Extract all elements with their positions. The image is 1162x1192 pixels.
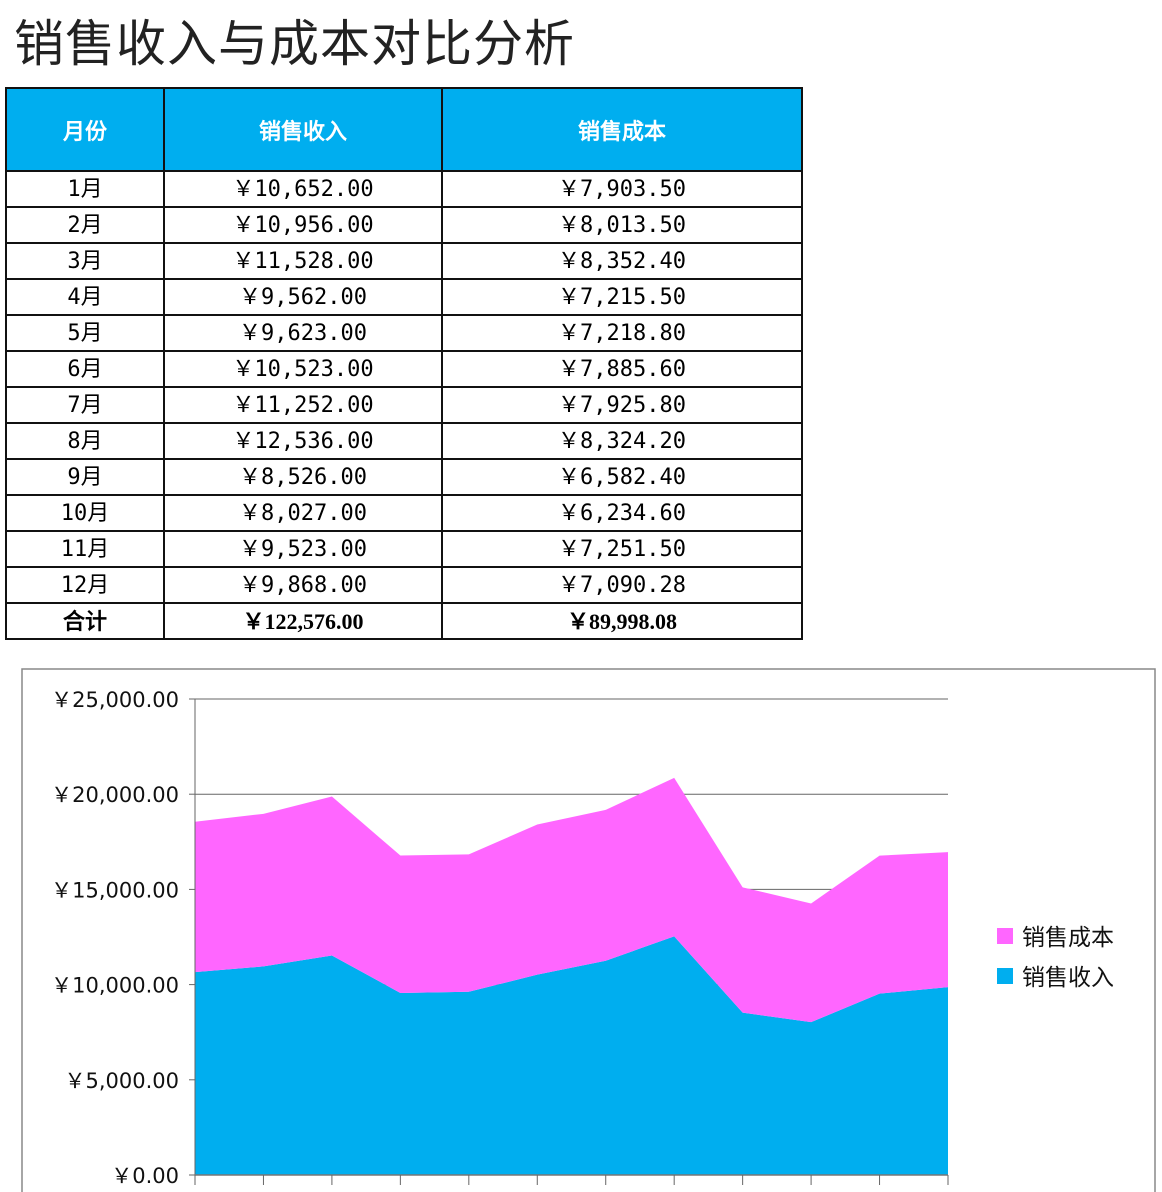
cell-cost: ￥8,352.40 (441, 242, 803, 280)
cell-cost: ￥8,324.20 (441, 422, 803, 460)
total-cost: ￥89,998.08 (441, 602, 803, 640)
cell-revenue: ￥10,652.00 (163, 170, 443, 208)
y-tick-label: ￥0.00 (111, 1164, 179, 1188)
y-tick-label: ￥20,000.00 (51, 783, 179, 807)
table-row: 8月 ￥12,536.00 ￥8,324.20 (5, 422, 803, 460)
table-row: 12月 ￥9,868.00 ￥7,090.28 (5, 566, 803, 604)
cell-revenue: ￥10,956.00 (163, 206, 443, 244)
table-row: 1月 ￥10,652.00 ￥7,903.50 (5, 170, 803, 208)
area-series-1 (195, 777, 948, 1023)
page-title: 销售收入与成本对比分析 (14, 15, 575, 73)
cell-month: 1月 (5, 170, 165, 208)
table-header: 月份 销售收入 销售成本 (5, 87, 803, 172)
table-row: 10月 ￥8,027.00 ￥6,234.60 (5, 494, 803, 532)
table-row: 9月 ￥8,526.00 ￥6,582.40 (5, 458, 803, 496)
cell-month: 4月 (5, 278, 165, 316)
legend-swatch (997, 928, 1013, 944)
legend-label: 销售成本 (1022, 925, 1114, 951)
cell-cost: ￥7,885.60 (441, 350, 803, 388)
total-label: 合计 (5, 602, 165, 640)
cell-revenue: ￥9,623.00 (163, 314, 443, 352)
cell-cost: ￥7,251.50 (441, 530, 803, 568)
cell-cost: ￥8,013.50 (441, 206, 803, 244)
cell-revenue: ￥10,523.00 (163, 350, 443, 388)
table-row: 5月 ￥9,623.00 ￥7,218.80 (5, 314, 803, 352)
cell-month: 2月 (5, 206, 165, 244)
cell-month: 7月 (5, 386, 165, 424)
cell-cost: ￥6,234.60 (441, 494, 803, 532)
cell-month: 6月 (5, 350, 165, 388)
cell-revenue: ￥8,526.00 (163, 458, 443, 496)
cell-cost: ￥7,215.50 (441, 278, 803, 316)
cell-cost: ￥7,903.50 (441, 170, 803, 208)
cell-cost: ￥7,218.80 (441, 314, 803, 352)
cell-revenue: ￥11,252.00 (163, 386, 443, 424)
y-tick-label: ￥5,000.00 (64, 1069, 179, 1093)
table-row: 2月 ￥10,956.00 ￥8,013.50 (5, 206, 803, 244)
header-revenue: 销售收入 (163, 87, 443, 172)
y-tick-label: ￥15,000.00 (51, 878, 179, 902)
table-row: 3月 ￥11,528.00 ￥8,352.40 (5, 242, 803, 280)
table-row: 11月 ￥9,523.00 ￥7,251.50 (5, 530, 803, 568)
cell-month: 3月 (5, 242, 165, 280)
cell-cost: ￥7,090.28 (441, 566, 803, 604)
total-row: 合计 ￥122,576.00 ￥89,998.08 (5, 602, 803, 640)
area-series-0 (195, 936, 948, 1175)
table-row: 7月 ￥11,252.00 ￥7,925.80 (5, 386, 803, 424)
cell-revenue: ￥12,536.00 (163, 422, 443, 460)
table-row: 6月 ￥10,523.00 ￥7,885.60 (5, 350, 803, 388)
cell-month: 12月 (5, 566, 165, 604)
legend-swatch (997, 968, 1013, 984)
data-table: 月份 销售收入 销售成本 1月 ￥10,652.00 ￥7,903.50 2月 ￥10,… (5, 87, 803, 640)
table-row: 4月 ￥9,562.00 ￥7,215.50 (5, 278, 803, 316)
cell-revenue: ￥9,562.00 (163, 278, 443, 316)
legend-label: 销售收入 (1022, 965, 1114, 991)
y-tick-label: ￥10,000.00 (51, 974, 179, 998)
header-cost: 销售成本 (441, 87, 803, 172)
cell-revenue: ￥9,523.00 (163, 530, 443, 568)
cell-month: 11月 (5, 530, 165, 568)
cell-revenue: ￥9,868.00 (163, 566, 443, 604)
cell-cost: ￥7,925.80 (441, 386, 803, 424)
cell-cost: ￥6,582.40 (441, 458, 803, 496)
cell-month: 8月 (5, 422, 165, 460)
cell-month: 9月 (5, 458, 165, 496)
header-month: 月份 (5, 87, 165, 172)
total-revenue: ￥122,576.00 (163, 602, 443, 640)
cell-revenue: ￥8,027.00 (163, 494, 443, 532)
cell-month: 10月 (5, 494, 165, 532)
cell-revenue: ￥11,528.00 (163, 242, 443, 280)
y-tick-label: ￥25,000.00 (51, 688, 179, 712)
cell-month: 5月 (5, 314, 165, 352)
